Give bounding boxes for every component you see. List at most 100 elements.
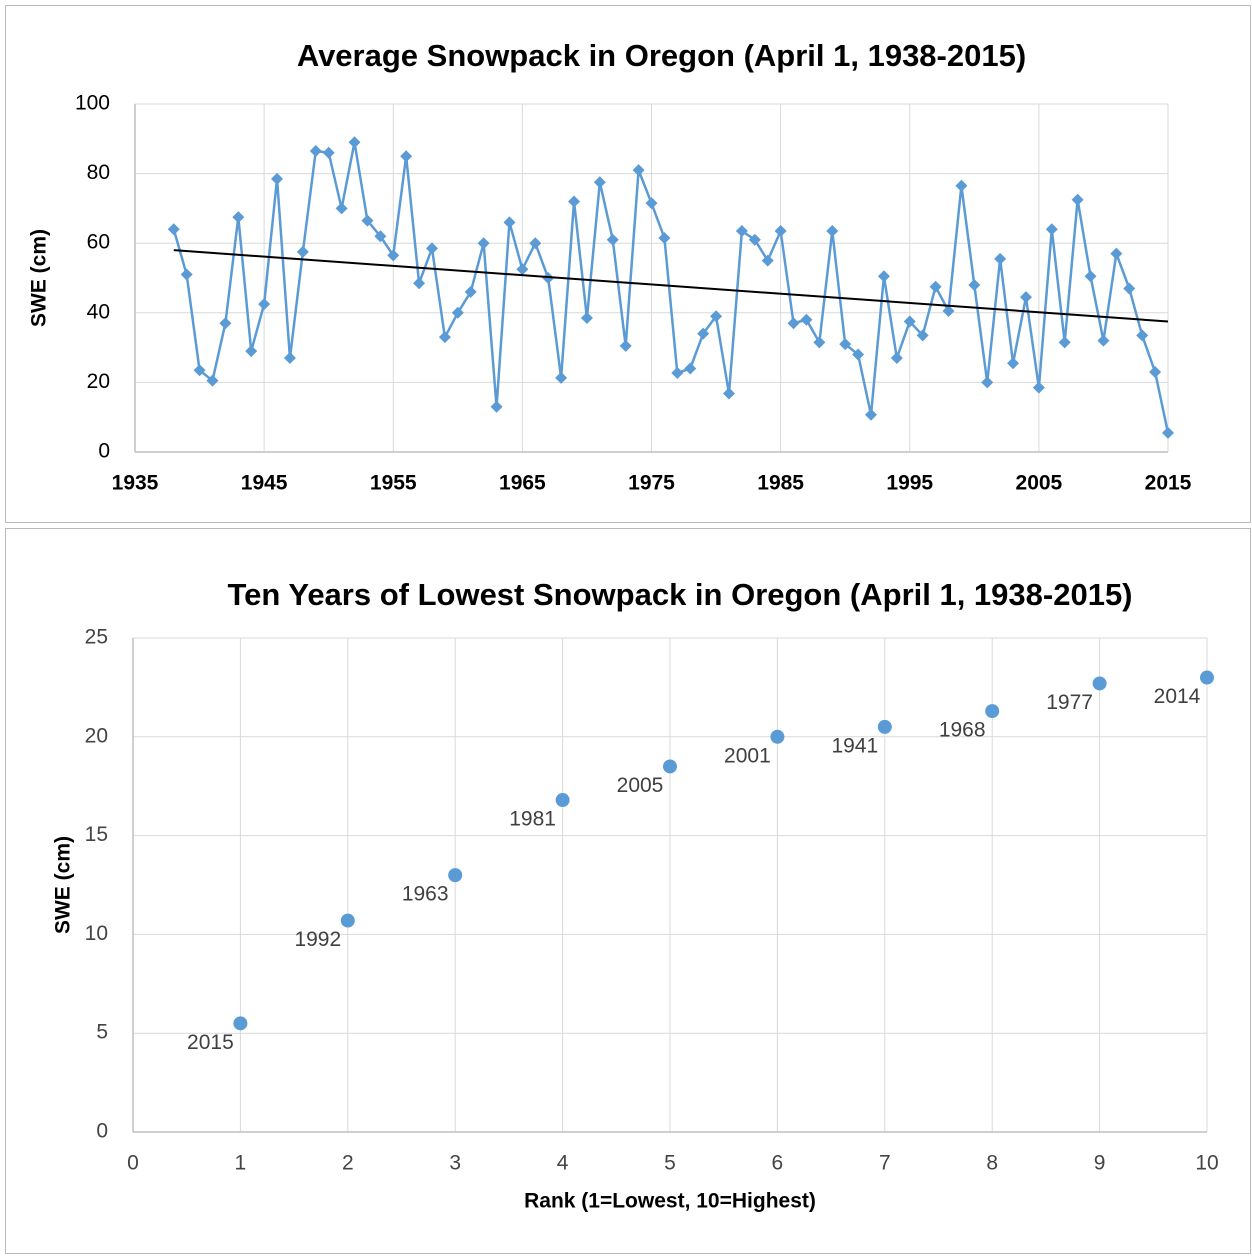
point [1200, 670, 1214, 685]
x-tick-label: 1955 [370, 472, 417, 495]
marker [206, 374, 219, 387]
point-label: 2001 [724, 744, 771, 767]
marker [296, 245, 309, 258]
point [233, 1016, 248, 1031]
marker [645, 197, 658, 210]
marker [606, 233, 619, 246]
x-tick-label: 2005 [1016, 472, 1063, 495]
marker [813, 336, 826, 349]
marker [1007, 357, 1020, 370]
marker [425, 242, 438, 255]
marker [697, 327, 710, 340]
x-tick-label: 1945 [241, 472, 288, 495]
point [1092, 676, 1107, 691]
series-line [172, 142, 1170, 434]
marker [1149, 365, 1162, 378]
marker [283, 352, 296, 365]
point-label: 2005 [617, 774, 664, 797]
marker [903, 315, 916, 328]
y-axis-label: SWE (cm) [28, 229, 51, 327]
y-tick-label: 100 [75, 92, 110, 115]
marker [374, 230, 387, 243]
marker [1071, 193, 1084, 206]
marker [1123, 282, 1136, 295]
marker [258, 298, 271, 311]
marker [994, 252, 1007, 265]
x-tick-label: 9 [1094, 1152, 1106, 1175]
marker [477, 237, 490, 250]
marker [632, 164, 645, 177]
marker [1162, 426, 1174, 439]
marker [490, 400, 503, 413]
marker [451, 306, 464, 319]
marker [219, 317, 232, 330]
trend-line [173, 249, 1169, 323]
marker [826, 225, 839, 238]
marker [761, 254, 774, 267]
marker [839, 338, 852, 351]
marker [1045, 223, 1058, 236]
y-tick-label: 80 [87, 161, 110, 184]
x-tick-label: 4 [557, 1152, 569, 1175]
marker [1032, 381, 1045, 394]
x-tick-label: 1995 [886, 472, 933, 495]
x-tick-label: 7 [879, 1152, 891, 1175]
x-tick-label: 1985 [757, 472, 804, 495]
marker [1136, 329, 1149, 342]
point [555, 793, 570, 808]
marker [981, 376, 994, 389]
x-axis-label: Rank (1=Lowest, 10=Highest) [524, 1190, 816, 1213]
x-tick-label: 1975 [628, 472, 675, 495]
marker [865, 408, 878, 421]
marker [735, 225, 748, 238]
point [985, 704, 1000, 719]
point [877, 719, 892, 734]
marker [1097, 334, 1110, 347]
x-tick-label: 5 [664, 1152, 676, 1175]
point-label: 1992 [294, 928, 341, 951]
marker [193, 364, 206, 377]
marker [568, 195, 581, 208]
marker [593, 176, 606, 189]
marker [348, 136, 361, 149]
marker [309, 144, 322, 157]
x-tick-label: 3 [449, 1152, 461, 1175]
y-tick-label: 20 [85, 724, 108, 747]
y-tick-label: 40 [87, 300, 110, 323]
marker [413, 277, 426, 290]
panel [5, 5, 1251, 523]
marker [1110, 247, 1123, 260]
marker [516, 263, 529, 276]
x-tick-label: 1 [235, 1152, 247, 1175]
x-tick-label: 1935 [112, 472, 159, 495]
marker [529, 237, 542, 250]
point [448, 868, 463, 883]
x-tick-label: 6 [772, 1152, 784, 1175]
marker [929, 280, 942, 293]
point-label: 2015 [187, 1031, 234, 1054]
marker [1084, 270, 1097, 283]
marker [580, 312, 593, 325]
marker [335, 202, 348, 215]
y-tick-label: 20 [87, 370, 110, 393]
point-label: 1963 [402, 883, 449, 906]
x-tick-label: 10 [1195, 1152, 1218, 1175]
x-tick-label: 2015 [1145, 472, 1192, 495]
point-label: 1941 [831, 734, 878, 757]
marker [671, 367, 684, 380]
marker [968, 278, 981, 291]
point [663, 759, 677, 774]
panel [5, 528, 1251, 1254]
y-tick-label: 60 [87, 231, 110, 254]
marker [271, 172, 284, 185]
marker [1058, 336, 1071, 349]
marker [167, 223, 180, 236]
marker [438, 331, 451, 344]
chart-title: Ten Years of Lowest Snowpack in Oregon (… [227, 577, 1132, 612]
y-tick-label: 15 [85, 823, 108, 846]
marker [503, 216, 516, 229]
marker [774, 225, 787, 238]
point [340, 913, 355, 928]
marker [619, 339, 632, 352]
